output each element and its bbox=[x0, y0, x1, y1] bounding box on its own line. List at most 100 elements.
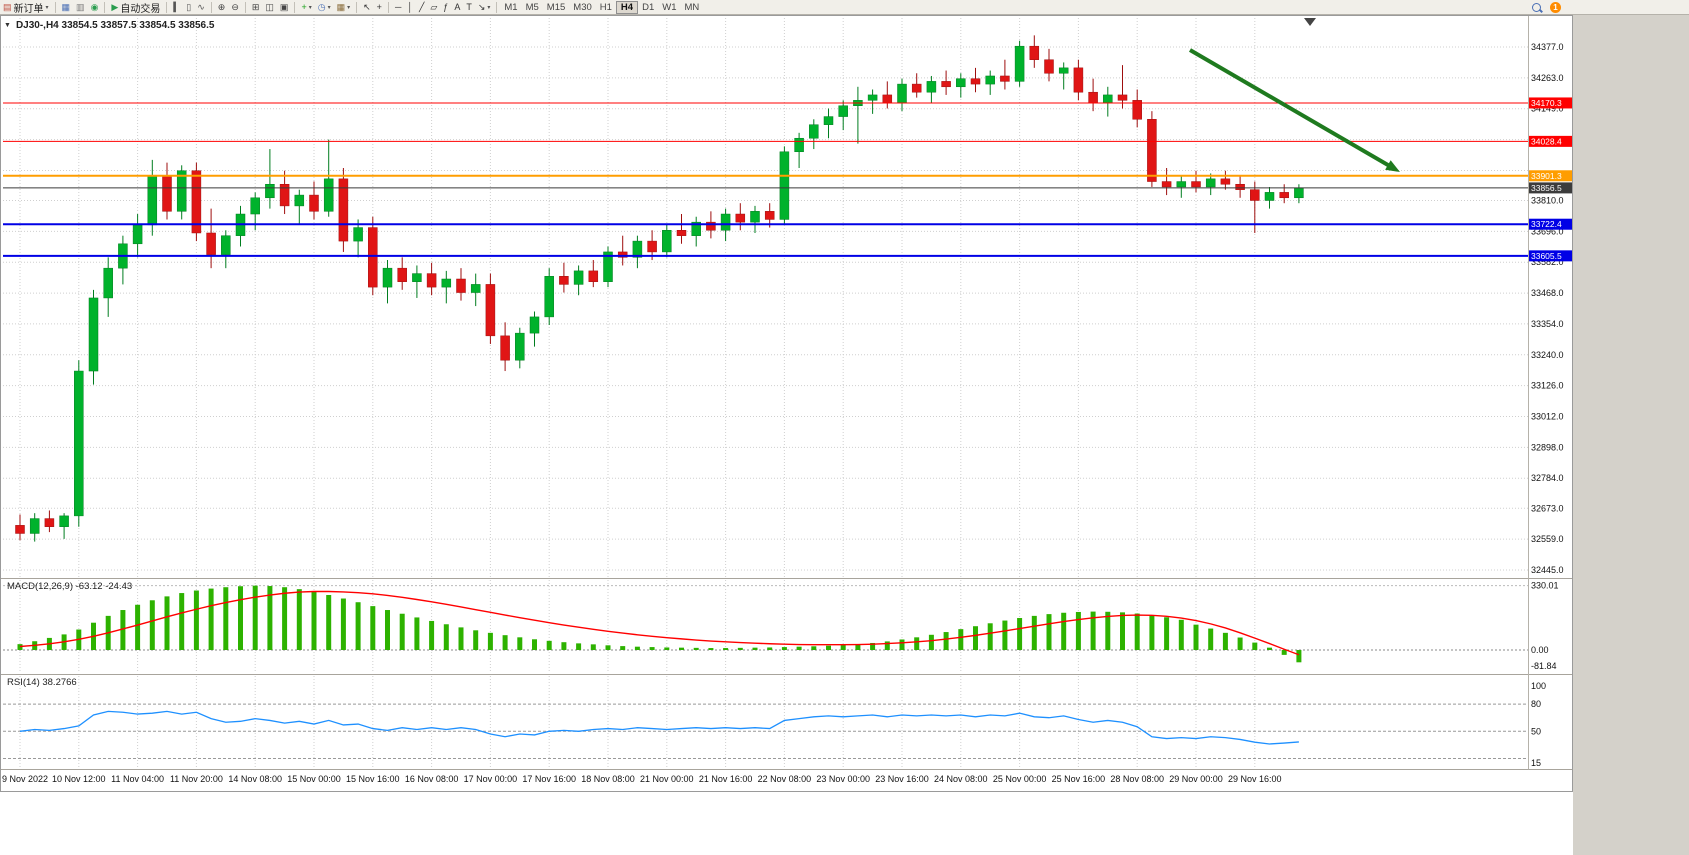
candle-body bbox=[809, 124, 819, 139]
price-axis[interactable] bbox=[1529, 16, 1572, 769]
macd-histogram-bar bbox=[708, 648, 714, 650]
macd-histogram-bar bbox=[1149, 615, 1155, 650]
macd-histogram-bar bbox=[532, 639, 537, 650]
tile-windows-button[interactable]: ⊞ bbox=[249, 1, 263, 14]
candlestick-chart-button[interactable]: ▯ bbox=[183, 1, 194, 14]
candle-body bbox=[382, 267, 393, 288]
time-axis-label: 15 Nov 00:00 bbox=[287, 774, 341, 784]
auto-trading-button[interactable]: ▶ 自动交易 bbox=[108, 1, 163, 15]
macd-histogram-bar bbox=[855, 644, 861, 650]
candle-body bbox=[911, 83, 922, 93]
text-button[interactable]: A bbox=[451, 1, 463, 14]
arrange-windows-button[interactable]: ▣ bbox=[277, 1, 292, 14]
price-level-badge bbox=[1529, 135, 1572, 147]
channel-button[interactable]: ▱ bbox=[427, 1, 440, 14]
candle-body bbox=[485, 284, 496, 337]
fibonacci-button[interactable]: ƒ bbox=[440, 1, 451, 14]
candle-body bbox=[1044, 59, 1054, 74]
toolbar-separator bbox=[496, 1, 498, 13]
candle-body bbox=[1029, 45, 1040, 60]
zoom-in-button[interactable]: ⊕ bbox=[215, 1, 229, 14]
candle-body bbox=[1176, 181, 1187, 188]
text-icon: A bbox=[454, 1, 461, 12]
zoom-out-button[interactable]: ⊖ bbox=[228, 1, 242, 14]
timeframe-m5-button[interactable]: M5 bbox=[525, 1, 539, 13]
cursor-icon: ↖ bbox=[363, 1, 371, 12]
symbol-quote-text: DJ30-,H4 33854.5 33857.5 33854.5 33856.5 bbox=[15, 20, 215, 31]
candle-body bbox=[309, 194, 319, 212]
indicators-button[interactable]: + ▾ bbox=[298, 1, 314, 14]
templates-button[interactable]: ▦ ▾ bbox=[334, 1, 354, 14]
candle-body bbox=[588, 270, 599, 282]
time-axis-label: 28 Nov 08:00 bbox=[1110, 774, 1164, 784]
macd-histogram-bar bbox=[252, 585, 258, 650]
candle-body bbox=[338, 178, 349, 242]
timeframe-m15-button[interactable]: M15 bbox=[546, 1, 566, 13]
macd-axis-label: -81.84 bbox=[1531, 661, 1557, 671]
price-axis-label: 34263.0 bbox=[1531, 73, 1564, 83]
periods-button[interactable]: ◷ ▾ bbox=[315, 1, 334, 14]
navigator-button[interactable]: ◉ bbox=[88, 1, 102, 14]
timeframe-w1-button[interactable]: W1 bbox=[662, 1, 677, 13]
cascade-windows-button[interactable]: ◫ bbox=[262, 1, 277, 14]
price-level-badge-text: 33901.3 bbox=[1531, 171, 1562, 181]
candle-body bbox=[15, 525, 25, 534]
macd-histogram-bar bbox=[840, 644, 846, 650]
timeframe-mn-button[interactable]: MN bbox=[684, 1, 700, 13]
timeframe-h1-button[interactable]: H1 bbox=[599, 1, 612, 13]
price-axis-label: 33240.0 bbox=[1531, 350, 1564, 360]
line-chart-button[interactable]: ∿ bbox=[194, 1, 208, 14]
price-level-badge-text: 33722.4 bbox=[1531, 219, 1562, 229]
crosshair-button[interactable]: + bbox=[374, 1, 385, 14]
timeframe-d1-button[interactable]: D1 bbox=[642, 1, 655, 13]
vertical-line-button[interactable]: │ bbox=[404, 1, 416, 14]
macd-histogram-bar bbox=[796, 646, 802, 650]
time-axis-label: 9 Nov 2022 bbox=[2, 774, 48, 784]
horizontal-line-button[interactable]: ─ bbox=[392, 1, 404, 14]
trend-arrow-line[interactable] bbox=[1188, 48, 1396, 171]
data-window-button[interactable]: ▥ bbox=[73, 1, 88, 14]
price-axis-label: 32559.0 bbox=[1531, 534, 1564, 544]
symbol-dropdown-icon[interactable]: ▼ bbox=[4, 22, 11, 29]
bar-chart-button[interactable]: ▍ bbox=[170, 1, 183, 14]
candle-body bbox=[59, 515, 69, 527]
candle-body bbox=[1132, 100, 1142, 120]
price-axis-label: 33354.0 bbox=[1531, 319, 1564, 329]
macd-histogram-bar bbox=[679, 647, 684, 650]
timeframe-h4-button[interactable]: H4 bbox=[615, 0, 639, 14]
caret-down-icon: ▾ bbox=[347, 4, 351, 11]
time-axis-label: 15 Nov 16:00 bbox=[346, 774, 400, 784]
arrows-button[interactable]: ↘ ▾ bbox=[475, 1, 494, 14]
macd-histogram-bar bbox=[340, 598, 346, 650]
chart-shift-marker[interactable] bbox=[1304, 18, 1316, 26]
candle-body bbox=[882, 94, 893, 104]
notification-badge[interactable]: 1 bbox=[1550, 1, 1561, 13]
candle-body bbox=[750, 211, 760, 223]
tile-windows-icon: ⊞ bbox=[251, 1, 260, 12]
line-chart-icon: ∿ bbox=[197, 1, 205, 12]
macd-histogram-bar bbox=[135, 604, 141, 650]
macd-histogram-bar bbox=[1075, 611, 1081, 650]
timeframe-m1-button[interactable]: M1 bbox=[504, 1, 518, 13]
candle-body bbox=[1191, 181, 1201, 188]
macd-histogram-bar bbox=[370, 606, 376, 650]
market-watch-button[interactable]: ▦ bbox=[59, 1, 74, 14]
candle-body bbox=[720, 213, 731, 231]
macd-histogram-bar bbox=[1046, 614, 1052, 650]
cursor-button[interactable]: ↖ bbox=[360, 1, 374, 14]
price-level-badge bbox=[1529, 170, 1572, 182]
label-button[interactable]: T bbox=[463, 1, 475, 14]
market-watch-icon: ▦ bbox=[61, 1, 71, 12]
candle-body bbox=[676, 230, 687, 236]
trendline-button[interactable]: ╱ bbox=[416, 1, 427, 14]
price-axis-label: 33012.0 bbox=[1531, 412, 1564, 422]
channel-icon: ▱ bbox=[430, 1, 438, 12]
candle-body bbox=[632, 240, 643, 258]
time-axis-label: 21 Nov 16:00 bbox=[699, 774, 753, 784]
search-button[interactable] bbox=[1529, 1, 1544, 14]
new-order-button[interactable]: ▤ 新订单 ▾ bbox=[0, 1, 52, 15]
candle-body bbox=[1147, 119, 1157, 182]
timeframe-m30-button[interactable]: M30 bbox=[573, 1, 592, 13]
candle-body bbox=[206, 232, 216, 255]
